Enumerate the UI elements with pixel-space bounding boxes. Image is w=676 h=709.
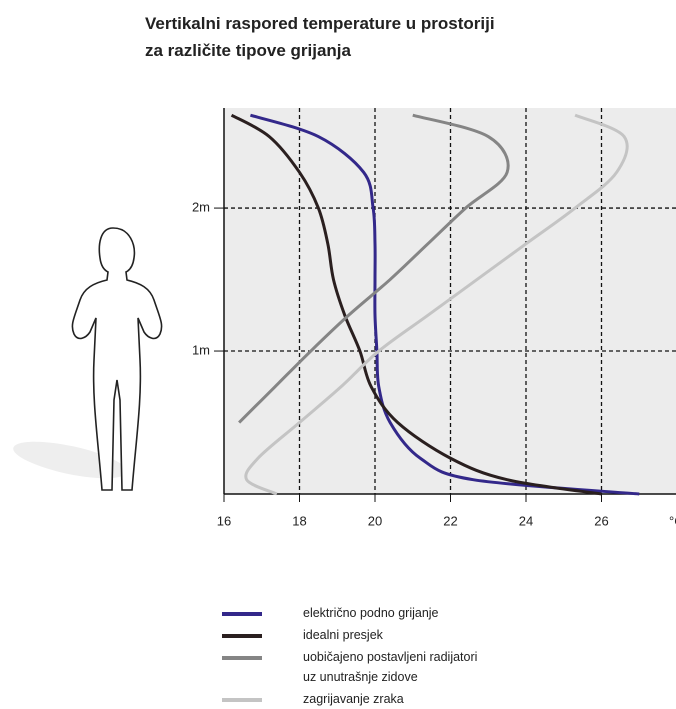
legend-label: idealni presjek bbox=[303, 625, 383, 645]
page: Vertikalni raspored temperature u prosto… bbox=[0, 0, 676, 705]
legend-label: uobičajeno postavljeni radijatori uz unu… bbox=[303, 647, 477, 687]
chart: 16 18 20 22 24 26 °C 1m 2m bbox=[0, 0, 676, 705]
silhouette bbox=[10, 228, 161, 490]
legend-label: zagrijavanje zraka bbox=[303, 689, 404, 709]
x-tick-label: 18 bbox=[292, 513, 306, 528]
x-tick-label: 22 bbox=[443, 513, 457, 528]
x-tick-label: 16 bbox=[217, 513, 231, 528]
x-tick-label: 24 bbox=[519, 513, 533, 528]
y-tick-label: 1m bbox=[192, 342, 210, 357]
x-tick-label: 20 bbox=[368, 513, 382, 528]
y-tick-label: 2m bbox=[192, 200, 210, 215]
x-unit: °C bbox=[669, 513, 676, 528]
x-tick-label: 26 bbox=[594, 513, 608, 528]
legend-label: električno podno grijanje bbox=[303, 603, 439, 623]
